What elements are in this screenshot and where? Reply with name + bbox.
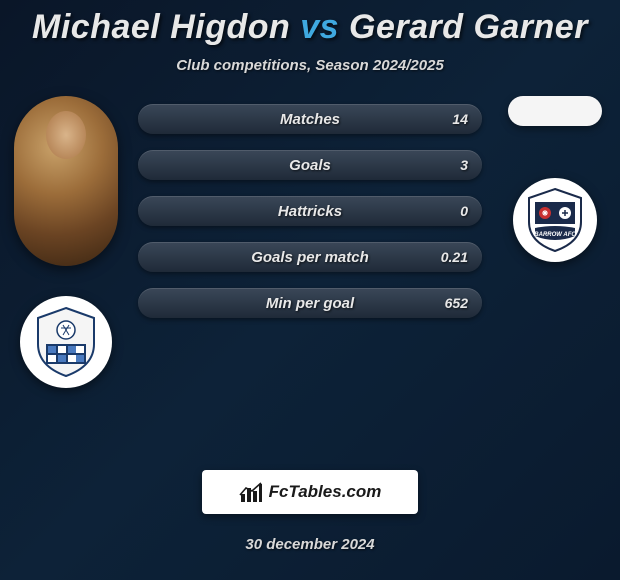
- stat-bar: Min per goal 652: [138, 288, 482, 318]
- stat-bar: Hattricks 0: [138, 196, 482, 226]
- stat-value-right: 0: [460, 203, 468, 219]
- right-column: BARROW AFC: [497, 96, 612, 262]
- stat-value-right: 14: [452, 111, 468, 127]
- player2-club-badge: BARROW AFC: [513, 178, 597, 262]
- stat-bar: Goals per match 0.21: [138, 242, 482, 272]
- comparison-title: Michael Higdon vs Gerard Garner: [0, 0, 620, 47]
- left-column: [8, 96, 123, 388]
- comparison-date: 30 december 2024: [0, 536, 620, 553]
- subtitle: Club competitions, Season 2024/2025: [0, 57, 620, 74]
- stat-value-right: 0.21: [441, 249, 468, 265]
- stat-bar: Matches 14: [138, 104, 482, 134]
- bar-chart-icon: [239, 480, 263, 504]
- club-crest-icon: BARROW AFC: [521, 186, 589, 254]
- player1-name: Michael Higdon: [32, 8, 290, 46]
- main-comparison: BARROW AFC Matches 14 Goals 3 Hattricks …: [0, 104, 620, 414]
- player2-photo: [508, 96, 602, 126]
- stat-bar: Goals 3: [138, 150, 482, 180]
- footer-brand-text: FcTables.com: [269, 482, 382, 502]
- footer-brand: FcTables.com: [202, 470, 418, 514]
- player1-club-badge: [20, 296, 112, 388]
- club-crest-icon: [28, 304, 104, 380]
- stat-label: Goals: [289, 157, 331, 174]
- stat-bars: Matches 14 Goals 3 Hattricks 0 Goals per…: [138, 104, 482, 334]
- stat-label: Matches: [280, 111, 340, 128]
- vs-text: vs: [300, 8, 339, 46]
- player2-name: Gerard Garner: [349, 8, 588, 46]
- svg-text:BARROW AFC: BARROW AFC: [534, 232, 576, 238]
- stat-label: Goals per match: [251, 249, 369, 266]
- stat-label: Min per goal: [266, 295, 354, 312]
- stat-value-right: 3: [460, 157, 468, 173]
- stat-value-right: 652: [445, 295, 468, 311]
- player1-photo: [14, 96, 118, 266]
- stat-label: Hattricks: [278, 203, 342, 220]
